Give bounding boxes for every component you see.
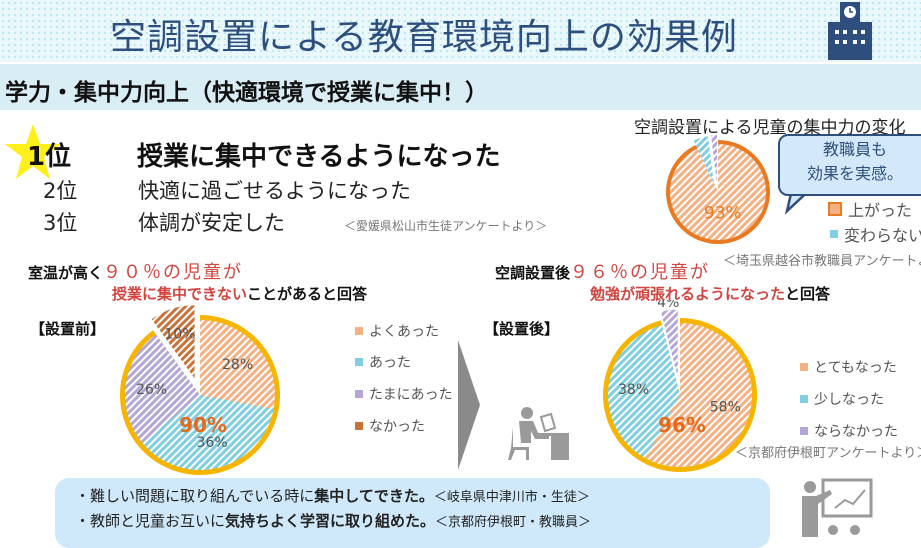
rank-3-label: 3位 <box>43 211 78 235</box>
legend-item: なかった <box>355 416 425 436</box>
quotes-box <box>55 478 770 548</box>
slice-label: 93% <box>704 203 742 223</box>
legend-label: なかった <box>369 419 425 435</box>
pie-slice-よくあった <box>200 320 275 410</box>
legend-item: よくあった <box>355 321 439 341</box>
legend-label: 変わらない <box>844 226 921 245</box>
legend-item: ならなかった <box>800 421 898 441</box>
before-tag: 【設置前】 <box>30 320 106 338</box>
legend-item: 変わらない <box>830 222 921 246</box>
before-headline-1: 室温が高く９０％の児童が <box>28 262 244 283</box>
pie-slice-ならなかった <box>659 308 679 382</box>
legend-swatch <box>355 422 363 430</box>
legend-swatch <box>355 358 363 366</box>
chart-1-pie: 93% <box>666 135 770 244</box>
rank-2-label: 2位 <box>43 179 78 203</box>
legend-item: たまにあった <box>355 384 453 404</box>
legend-item: あった <box>355 352 411 372</box>
pie-slice-なかった <box>150 304 196 382</box>
callout-line-2: 効果を実感。 <box>806 164 903 183</box>
chart-2-pie: 28% 36% 26% 10% 90% <box>119 304 280 475</box>
section-title: 学力・集中力向上（快適環境で授業に集中！） <box>5 80 488 106</box>
pie-slice-other <box>710 135 717 183</box>
slice-label: 4% <box>657 300 679 311</box>
legend-label: ならなかった <box>814 424 898 440</box>
school-building-icon <box>828 2 872 60</box>
pie-slice-たまにあった <box>125 334 200 443</box>
legend-label: あった <box>369 355 411 371</box>
legend-label: たまにあった <box>369 387 453 403</box>
after-headline-1: 空調設置後９６％の児童が <box>495 262 711 283</box>
slice-label: 36% <box>197 435 228 451</box>
rank-3-text: 体調が安定した <box>138 211 285 235</box>
teacher-callout: 教職員も効果を実感。 <box>778 134 921 196</box>
slice-label: 10% <box>164 326 195 342</box>
before-headline-2: 授業に集中できないことがあると回答 <box>112 285 368 303</box>
presenter-icon <box>802 478 873 537</box>
after-tag: 【設置後】 <box>484 320 560 338</box>
arrow-right-icon <box>458 340 480 470</box>
quote-1: ・難しい問題に取り組んでいる時に集中してできた。＜岐阜県中津川市・生徒＞ <box>75 487 590 505</box>
page-title: 空調設置による教育環境向上の効果例 <box>110 17 738 58</box>
quote-2: ・教師と児童お互いに気持ちよく学習に取り組めた。＜京都府伊根町・教職員＞ <box>75 512 592 530</box>
legend-item: とてもなった <box>800 357 897 377</box>
legend-swatch <box>800 363 808 371</box>
legend-swatch <box>800 395 808 403</box>
legend-swatch <box>828 202 842 216</box>
slice-label: 58% <box>710 400 741 416</box>
chart-1-title: 空調設置による児童の集中力の変化 <box>634 118 906 138</box>
legend-label: 上がった <box>848 201 913 220</box>
chart-3-pie: 58% 38% 4% 96% <box>603 300 757 472</box>
legend-item: 少しなった <box>800 389 884 409</box>
slice-label: 26% <box>136 382 167 398</box>
legend-item: 上がった <box>828 197 912 221</box>
pie-slice-あった <box>142 395 274 470</box>
title-banner <box>0 0 921 62</box>
star-icon <box>5 124 61 179</box>
after-headline-2: 勉強が頑張れるようになったと回答 <box>590 285 831 303</box>
legend-swatch <box>800 427 808 435</box>
rank-2-text: 快適に過ごせるようになった <box>138 179 411 203</box>
legend-swatch <box>355 390 363 398</box>
slice-label: 38% <box>618 382 649 398</box>
chart-1-source: ＜埼玉県越谷市教職員アンケートより＞ <box>723 254 921 269</box>
ranking-source: ＜愛媛県松山市生徒アンケートより＞ <box>344 219 548 233</box>
pie-slice-変わらない <box>693 136 714 184</box>
legend-label: とてもなった <box>814 360 897 376</box>
highlight-total: 90% <box>179 413 227 437</box>
legend-swatch <box>830 230 838 238</box>
rank-1-text: 授業に集中できるようになった <box>137 142 501 172</box>
student-at-desk-icon <box>508 407 569 460</box>
callout-line-1: 教職員も <box>822 140 887 159</box>
legend-label: 少しなった <box>814 392 884 408</box>
after-source: ＜京都府伊根町アンケートより＞ <box>735 446 921 461</box>
pie-slice-少しなった <box>608 325 680 459</box>
pie-slice-とてもなった <box>645 323 752 467</box>
legend-swatch <box>355 327 363 335</box>
legend-label: よくあった <box>369 324 439 340</box>
pie-slice-上がった <box>670 144 766 240</box>
section-banner <box>0 64 921 110</box>
rank-1-label: 1位 <box>27 142 72 172</box>
highlight-total: 96% <box>658 413 706 437</box>
slice-label: 28% <box>222 357 253 373</box>
